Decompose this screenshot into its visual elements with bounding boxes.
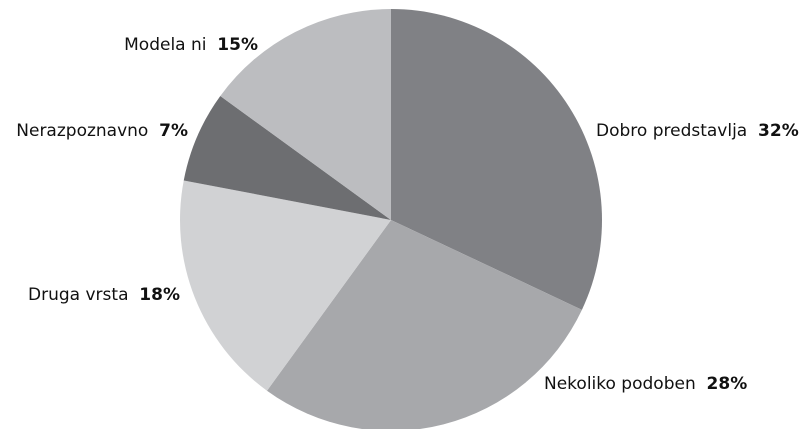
- pie-label-nekoliko-podoben: Nekoliko podoben 28%: [544, 374, 747, 394]
- pie-label-dobro-predstavlja: Dobro predstavlja 32%: [596, 121, 799, 141]
- pie-label-name: Modela ni: [124, 35, 217, 55]
- pie-label-percent: 7%: [159, 121, 188, 141]
- pie-slices: [180, 9, 603, 429]
- pie-label-percent: 18%: [139, 285, 180, 305]
- pie-label-percent: 28%: [707, 374, 748, 394]
- pie-label-name: Nerazpoznavno: [16, 121, 159, 141]
- pie-label-name: Nekoliko podoben: [544, 374, 707, 394]
- pie-label-percent: 32%: [758, 121, 799, 141]
- pie-label-modela-ni: Modela ni 15%: [124, 35, 258, 55]
- pie-slice-nekoliko-podoben: [266, 220, 582, 429]
- pie-label-name: Druga vrsta: [28, 285, 139, 305]
- pie-slice-druga-vrsta: [180, 180, 391, 391]
- pie-slice-modela-ni: [220, 9, 391, 220]
- pie-slice-dobro-predstavlja: [391, 9, 603, 310]
- pie-label-name: Dobro predstavlja: [596, 121, 758, 141]
- pie-slice-nerazpoznavno: [183, 95, 391, 220]
- pie-label-percent: 15%: [217, 35, 258, 55]
- pie-labels: Dobro predstavlja 32% Nekoliko podoben 28…: [16, 35, 798, 394]
- pie-label-druga-vrsta: Druga vrsta 18%: [28, 285, 180, 305]
- pie-label-nerazpoznavno: Nerazpoznavno 7%: [16, 121, 188, 141]
